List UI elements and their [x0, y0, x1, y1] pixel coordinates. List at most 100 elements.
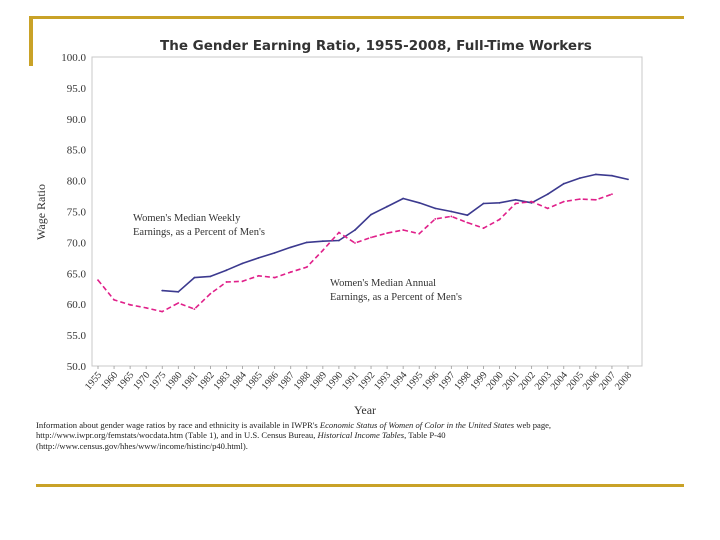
data-point: [241, 280, 244, 283]
data-point: [450, 210, 453, 213]
slide-accent-bar-bottom: [36, 484, 684, 487]
data-point: [370, 213, 372, 216]
data-point: [273, 276, 276, 279]
data-point: [193, 308, 196, 311]
data-point: [611, 193, 613, 196]
data-point: [578, 177, 581, 180]
x-tick-label: 1970: [131, 370, 152, 392]
x-tick-label: 1997: [436, 370, 457, 392]
data-point: [434, 218, 437, 220]
data-point: [161, 289, 164, 292]
weekly-earnings-line: [162, 173, 629, 293]
data-point: [562, 200, 565, 203]
x-tick-label: 1987: [276, 370, 297, 392]
data-point: [498, 218, 501, 221]
x-tick-label: 1993: [372, 370, 393, 392]
x-tick-label: 2007: [597, 370, 618, 392]
data-point: [482, 227, 485, 230]
y-tick-label: 80.0: [67, 176, 87, 188]
data-point: [466, 214, 469, 217]
x-tick-label: 1991: [340, 370, 361, 392]
data-point: [450, 215, 453, 218]
y-tick-label: 55.0: [67, 330, 87, 342]
x-tick-label: 2005: [565, 370, 586, 392]
data-point: [257, 256, 260, 259]
x-tick-label: 1998: [452, 370, 473, 392]
data-point: [418, 232, 421, 235]
data-point: [321, 240, 324, 243]
data-point: [354, 229, 356, 231]
data-point: [627, 178, 629, 181]
x-tick-label: 1996: [420, 370, 441, 392]
x-tick-label: 1989: [308, 370, 329, 392]
y-tick-label: 85.0: [67, 145, 87, 157]
data-point: [386, 232, 388, 235]
x-tick-label: 2000: [485, 370, 506, 392]
x-tick-label: 2003: [533, 370, 554, 392]
y-tick-label: 50.0: [67, 361, 87, 373]
data-point: [594, 198, 597, 201]
data-point: [177, 290, 180, 293]
data-point: [321, 249, 324, 252]
x-tick-label: 1995: [404, 370, 425, 392]
data-point: [514, 202, 517, 205]
x-tick-label: 1960: [99, 370, 120, 392]
data-point: [418, 201, 421, 204]
y-axis: 50.0 55.0 60.0 65.0 70.0 75.0 80.0 85.0 90.0 95.0…: [61, 52, 86, 373]
data-point: [482, 202, 485, 205]
data-point: [338, 239, 340, 242]
x-tick-label: 1984: [228, 370, 249, 392]
data-point: [386, 205, 388, 208]
data-point: [145, 307, 148, 309]
series-layer: [97, 173, 629, 313]
chart-title: The Gender Earning Ratio, 1955-2008, Ful…: [160, 38, 592, 54]
data-point: [161, 310, 164, 313]
x-axis: 1955196019651970197519801981198219831984…: [83, 366, 634, 392]
data-point: [514, 198, 517, 201]
x-tick-label: 1999: [468, 370, 489, 392]
data-point: [289, 271, 292, 273]
data-point: [177, 302, 180, 304]
source-caption: Information about gender wage ratios by …: [36, 420, 656, 451]
x-tick-label: 1965: [115, 370, 136, 392]
x-tick-label: 1980: [163, 370, 184, 392]
data-point: [498, 201, 501, 204]
x-tick-label: 1985: [244, 370, 265, 392]
caption-part-2: web page, http://www.iwpr.org/femstats/w…: [36, 420, 552, 441]
data-point: [370, 236, 372, 239]
data-point: [289, 246, 292, 249]
data-point: [402, 229, 405, 231]
caption-italic-1: Economic Status of Women of Color in the…: [319, 420, 515, 430]
x-tick-label: 1988: [292, 370, 313, 392]
data-point: [97, 279, 99, 281]
x-tick-label: 1982: [195, 370, 216, 392]
annotation-layer: Women's Median Weekly Earnings, as a Perc…: [133, 213, 462, 303]
plot-frame: [91, 56, 643, 367]
x-tick-label: 2004: [549, 370, 570, 392]
caption-part-3: , Table P-40 (http://www.census.gov/hhes…: [36, 430, 446, 451]
x-tick-label: 1986: [260, 370, 281, 392]
data-point: [305, 266, 308, 269]
weekly-series-label-line: Women's Median Weekly: [133, 213, 241, 224]
y-tick-label: 60.0: [67, 299, 87, 311]
x-tick-label: 2008: [613, 370, 634, 392]
data-point: [129, 303, 132, 306]
y-tick-label: 65.0: [67, 268, 87, 280]
data-point: [562, 182, 565, 185]
data-point: [402, 197, 405, 200]
data-point: [273, 252, 276, 254]
data-point: [546, 193, 549, 196]
data-point: [305, 241, 308, 244]
x-tick-label: 1981: [179, 370, 200, 392]
data-point: [225, 269, 228, 272]
x-tick-label: 1994: [388, 370, 409, 392]
weekly-series-label-line: Earnings, as a Percent of Men's: [133, 227, 265, 238]
annual-series-label-line: Women's Median Annual: [330, 278, 436, 289]
caption-part-1: Information about gender wage ratios by …: [36, 420, 320, 430]
slide-accent-bar-top: [29, 16, 684, 19]
data-point: [113, 298, 115, 301]
y-tick-label: 75.0: [67, 207, 87, 219]
data-point: [209, 292, 212, 295]
y-tick-label: 100.0: [61, 52, 86, 64]
